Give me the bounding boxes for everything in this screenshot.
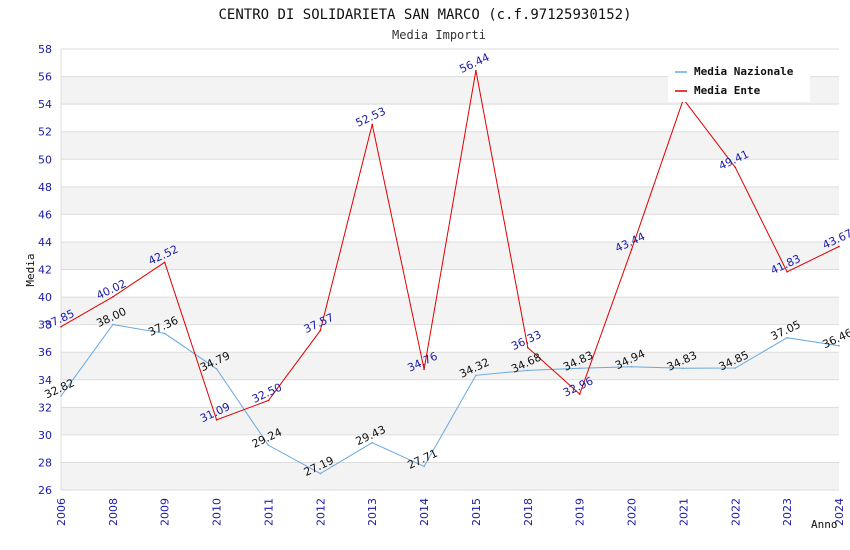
x-tick-label: 2018 [522,498,535,526]
y-tick-label: 32 [38,401,52,414]
grid-band [61,269,839,298]
grid-band [61,434,839,463]
data-point [371,441,374,444]
data-point [163,261,166,264]
data-point [215,368,218,370]
data-point [527,369,529,372]
x-tick-label: 2022 [729,498,742,526]
y-tick-label: 28 [38,456,52,469]
y-tick-label: 46 [38,208,52,221]
x-tick-label: 2024 [833,498,846,526]
data-point [786,271,788,273]
y-tick-label: 36 [38,346,52,359]
data-point [163,332,166,335]
y-tick-label: 34 [38,374,52,387]
data-point [578,367,581,370]
x-tick-label: 2013 [366,498,379,526]
x-tick-label: 2014 [418,498,431,526]
y-tick-label: 50 [38,153,52,166]
grid-band [61,104,839,132]
x-tick-label: 2019 [574,498,587,526]
y-tick-label: 40 [38,291,52,304]
data-point [838,345,840,347]
y-tick-label: 44 [38,236,52,249]
data-point [527,346,529,349]
data-point [630,248,633,251]
x-axis-ticks: 2006 2008 2009 2010 2011 2012 2013 2014 2015 2018… [55,498,846,526]
chart-title: CENTRO DI SOLIDARIETA SAN MARCO (c.f.971… [218,7,631,23]
y-axis-ticks: 26 28 30 32 34 36 38 40 42 44 46 48 50 52 54 56 58 [38,43,52,497]
data-point [60,325,62,328]
chart-subtitle: Media Importi [392,28,486,42]
x-tick-label: 2006 [55,498,68,526]
data-point [371,123,374,126]
x-axis-label: Anno [811,518,838,531]
data-point [838,245,840,248]
grid-band [61,352,839,380]
data-point [215,419,218,421]
grid-band [61,159,839,187]
data-point [734,367,737,369]
series-line-media-ente [60,70,840,421]
data-point [267,444,270,447]
data-point [319,472,322,475]
series-layer [60,69,840,475]
data-point [475,69,477,72]
x-tick-label: 2020 [626,498,639,526]
y-tick-label: 38 [38,319,52,332]
y-tick-label: 58 [38,43,52,56]
data-point [578,393,581,395]
data-point [475,374,477,377]
data-point [682,367,685,370]
legend-label-media-ente: Media Ente [694,84,761,97]
grid-bands [60,48,839,491]
data-point [112,323,114,326]
grid-band [61,379,839,408]
legend: Media Nazionale Media Ente [668,60,810,102]
data-point [319,329,322,332]
grid-band [61,186,839,215]
data-point [267,399,270,402]
y-tick-label: 26 [38,484,52,497]
x-tick-label: 2021 [677,498,690,526]
y-tick-label: 42 [38,264,52,277]
x-tick-label: 2015 [470,498,483,526]
grid-band [61,462,839,490]
x-tick-label: 2011 [262,498,275,526]
data-point [112,295,114,298]
x-tick-label: 2010 [211,498,224,526]
series-line-media-nazionale [60,324,840,475]
data-point [60,395,62,397]
y-tick-label: 56 [38,71,52,84]
data-point [423,465,425,468]
y-tick-label: 30 [38,429,52,442]
legend-box [668,60,810,102]
grid-band [61,297,839,325]
x-tick-label: 2009 [159,498,172,526]
y-tick-label: 52 [38,126,52,139]
y-axis-label: Media [24,253,37,286]
grid-band [61,131,839,160]
x-tick-label: 2023 [781,498,794,526]
y-tick-label: 48 [38,181,52,194]
data-point [423,368,425,371]
data-point [630,365,633,368]
data-point [786,336,788,339]
legend-label-media-nazionale: Media Nazionale [694,65,794,78]
data-point [734,166,737,169]
grid-band [61,324,839,353]
y-tick-label: 54 [38,98,52,111]
x-tick-label: 2008 [107,498,120,526]
grid-band [61,241,839,270]
x-tick-label: 2012 [314,498,327,526]
